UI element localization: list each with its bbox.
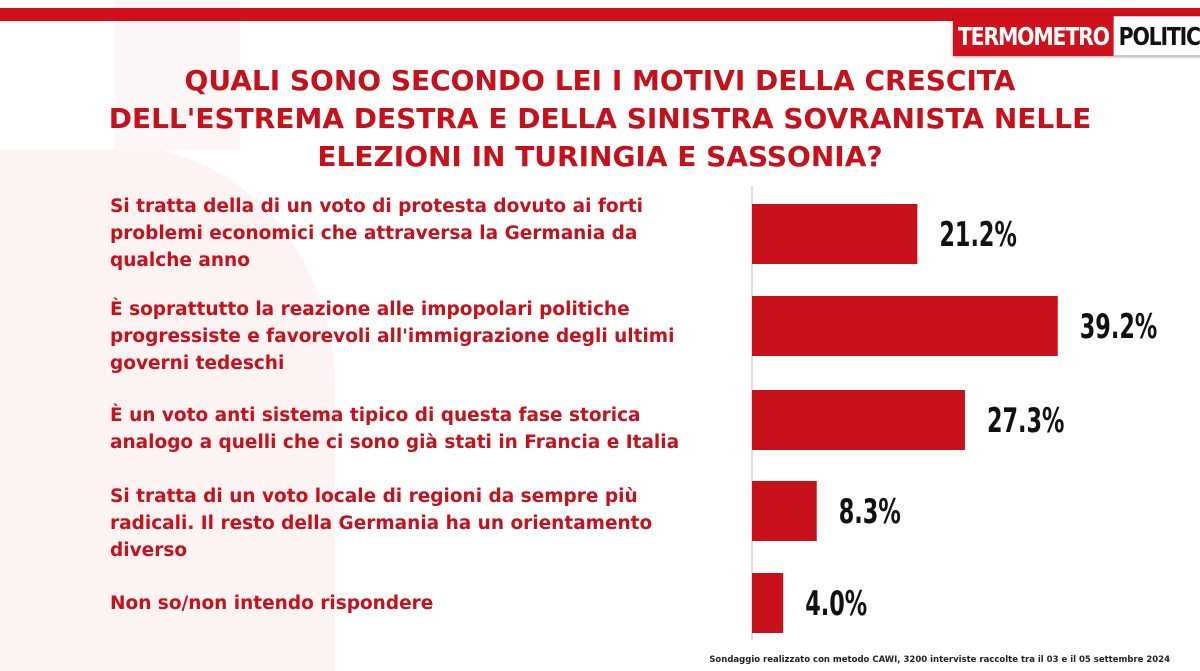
value-label-2: 39.2% [1080,307,1158,347]
option-label-3: È un voto anti sistema tipico di questa … [110,405,680,453]
value-label-3: 27.3% [987,401,1064,441]
bar-4 [752,481,817,541]
bar-3 [752,390,965,450]
value-label-1: 21.2% [939,215,1017,255]
option-label-1: Si tratta della di un voto di protesta d… [110,196,643,271]
bar-1 [752,204,918,264]
bars-group [752,204,1058,633]
option-label-2: È soprattutto la reazione alle impopolar… [110,299,675,374]
value-label-4: 8.3% [839,492,901,532]
top-stripe [0,8,1200,21]
value-label-5: 4.0% [805,584,867,624]
brand-logo-part2: POLITICO [1113,16,1200,56]
survey-footnote: Sondaggio realizzato con metodo CAWI, 32… [709,655,1170,665]
chart-title: QUALI SONO SECONDO LEI I MOTIVI DELLA CR… [108,64,1092,173]
option-label-4: Si tratta di un voto locale di regioni d… [110,486,653,561]
brand-logo-part1: TERMOMETRO [953,16,1114,56]
option-label-5: Non so/non intendo rispondere [110,593,434,614]
value-labels-group: 21.2% 39.2% 27.3% 8.3% 4.0% [805,215,1157,624]
bar-5 [752,573,784,633]
bar-2 [752,296,1058,356]
brand-logo: TERMOMETRO POLITICO [953,16,1200,56]
